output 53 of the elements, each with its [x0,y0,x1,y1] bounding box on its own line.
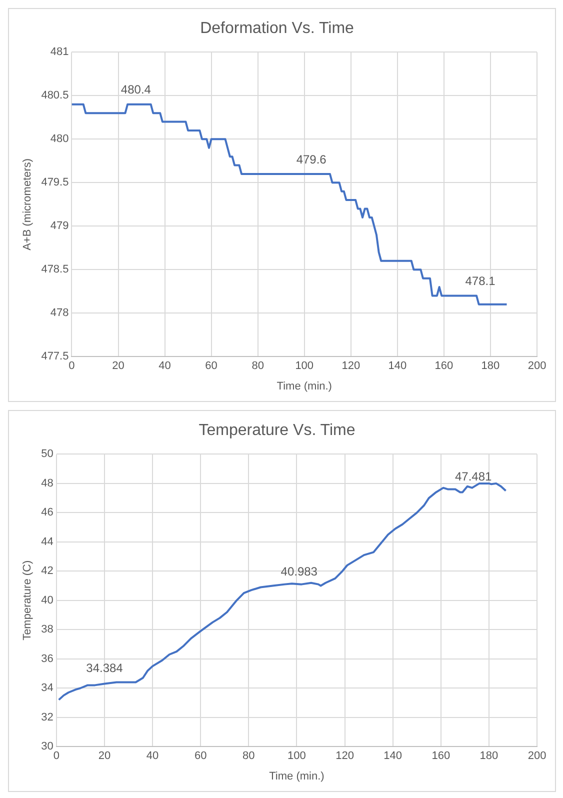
annotation: 478.1 [465,274,496,288]
y-tick-label: 50 [41,448,54,460]
y-tick-label: 478.5 [41,264,69,276]
x-tick-label: 60 [194,750,207,762]
y-axis-title: Temperature (C) [22,560,34,640]
x-tick-label: 200 [528,360,546,372]
x-tick-label: 80 [252,360,264,372]
y-tick-label: 480 [50,133,69,146]
x-tick-label: 180 [481,360,500,372]
x-tick-label: 20 [112,360,124,372]
x-tick-label: 100 [288,750,306,762]
x-tick-label: 180 [480,750,498,762]
x-tick-label: 160 [434,360,454,372]
x-tick-label: 0 [68,360,75,372]
y-tick-label: 32 [41,711,54,724]
y-tick-label: 38 [41,624,54,636]
x-tick-label: 120 [342,360,360,372]
x-tick-label: 40 [146,750,159,762]
chart-title: Temperature Vs. Time [198,422,356,440]
x-tick-label: 140 [388,360,407,372]
x-tick-label: 60 [205,360,218,372]
y-tick-label: 34 [41,682,54,694]
x-tick-label: 120 [336,750,354,762]
y-tick-label: 478 [50,307,69,320]
annotation: 479.6 [296,152,327,166]
y-tick-label: 42 [41,565,54,578]
x-axis-title: Time (min.) [276,380,332,392]
annotation: 40.983 [280,564,318,578]
y-tick-label: 481 [50,46,69,58]
x-tick-label: 0 [53,750,60,762]
annotation: 480.4 [120,82,152,97]
y-tick-label: 30 [41,740,54,753]
annotation: 47.481 [454,469,492,484]
x-tick-label: 140 [384,750,402,762]
y-tick-label: 477.5 [41,350,69,363]
y-tick-label: 46 [41,506,54,519]
x-tick-label: 40 [158,360,171,372]
y-tick-label: 480.5 [41,90,69,102]
x-tick-label: 200 [528,750,546,762]
y-tick-label: 40 [41,594,54,606]
y-tick-label: 48 [41,477,54,490]
x-tick-label: 80 [242,750,255,762]
y-tick-label: 44 [41,536,54,548]
annotation: 34.384 [86,660,124,675]
y-tick-label: 479.5 [41,176,69,189]
y-tick-label: 479 [50,220,69,232]
x-tick-label: 160 [432,750,450,762]
x-tick-label: 20 [98,750,111,762]
y-tick-label: 36 [41,652,54,665]
x-axis-title: Time (min.) [269,770,324,782]
y-axis-title: A+B (micrometers) [22,158,34,250]
x-tick-label: 100 [295,360,314,372]
chart-title: Deformation Vs. Time [200,20,354,38]
